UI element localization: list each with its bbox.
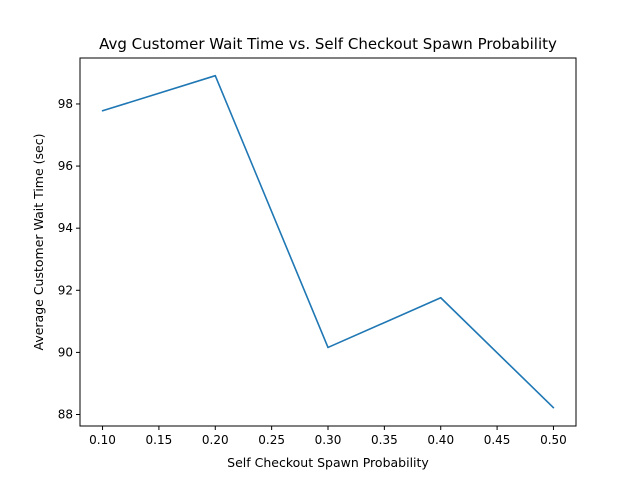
x-tick-label: 0.45 xyxy=(484,433,511,447)
plot-area: 0.10 0.15 0.20 0.25 0.30 0.35 0.40 0.45 0.50 88 9… xyxy=(58,57,577,447)
x-tick-label: 0.20 xyxy=(202,433,229,447)
x-tick-label: 0.50 xyxy=(540,433,567,447)
data-point xyxy=(552,406,555,409)
data-point xyxy=(327,346,329,349)
y-tick-label: 94 xyxy=(58,221,73,235)
x-axis: 0.10 0.15 0.20 0.25 0.30 0.35 0.40 0.45 0.50 xyxy=(89,426,567,447)
series-line xyxy=(102,74,555,409)
data-point xyxy=(439,296,442,299)
x-tick-label: 0.10 xyxy=(89,433,116,447)
x-tick-label: 0.15 xyxy=(146,433,173,447)
y-axis-label: Average Customer Wait Time (sec) xyxy=(31,134,46,351)
y-tick-label: 92 xyxy=(58,283,73,297)
data-point xyxy=(214,74,217,77)
x-tick-label: 0.30 xyxy=(315,433,342,447)
x-tick-label: 0.40 xyxy=(427,433,454,447)
series-layer xyxy=(101,74,555,409)
chart-title: Avg Customer Wait Time vs. Self Checkout… xyxy=(99,35,557,53)
y-tick-label: 88 xyxy=(58,408,73,422)
plot-frame xyxy=(79,57,577,427)
x-axis-label: Self Checkout Spawn Probability xyxy=(227,455,429,470)
y-tick-label: 90 xyxy=(58,345,73,359)
x-tick-label: 0.25 xyxy=(258,433,285,447)
y-axis: 88 90 92 94 96 98 xyxy=(58,97,80,422)
y-tick-label: 98 xyxy=(58,97,73,111)
y-tick-label: 96 xyxy=(58,159,73,173)
x-tick-label: 0.35 xyxy=(371,433,398,447)
data-point xyxy=(101,109,104,112)
